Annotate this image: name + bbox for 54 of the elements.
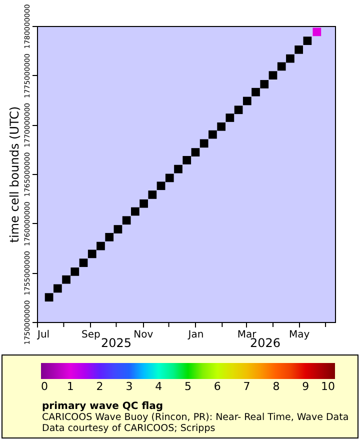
point	[286, 54, 294, 63]
x-tick-label: Jan	[187, 330, 204, 340]
point	[252, 88, 260, 96]
text: Data courtesy of CARICOOS; Scripps	[42, 423, 216, 434]
color-bar-label: 2	[96, 380, 104, 393]
point	[182, 156, 192, 164]
color-bar-label: 1	[66, 380, 74, 393]
x-tick-label: Nov	[134, 330, 154, 340]
color-bar-label: 10	[321, 380, 335, 393]
point	[79, 258, 88, 267]
point	[268, 71, 278, 80]
point	[242, 96, 252, 106]
point	[53, 284, 62, 293]
point	[303, 36, 312, 45]
y-axis-title: time cell bounds (UTC)	[8, 106, 22, 243]
point	[217, 122, 226, 131]
point	[226, 114, 234, 122]
x-tick-label: Jul	[36, 330, 50, 340]
text: 2025	[100, 336, 132, 350]
color-bar-label: 8	[272, 380, 280, 393]
x-tick-label: Sep	[81, 330, 100, 340]
point	[44, 293, 54, 302]
color-bar-label: 7	[243, 380, 250, 393]
point	[140, 199, 148, 208]
color-bar-label: 4	[155, 380, 162, 393]
point	[165, 174, 174, 182]
point	[96, 242, 105, 250]
point	[148, 190, 157, 199]
color-bar-label: 9	[302, 380, 310, 393]
color-bar-title: primary wave QC flag	[42, 401, 164, 412]
point	[156, 182, 166, 190]
point	[277, 62, 286, 71]
color-bar-label: 0	[41, 380, 48, 393]
point	[114, 225, 122, 234]
point	[174, 164, 182, 174]
text: CARICOOS Wave Buoy (Rincon, PR): Near- Real Time, Wave Data	[42, 412, 349, 423]
point	[105, 232, 114, 242]
point	[62, 275, 70, 284]
point	[70, 267, 80, 276]
point	[312, 28, 322, 36]
point	[88, 250, 96, 258]
point	[191, 148, 200, 156]
point	[234, 106, 243, 114]
point	[294, 45, 304, 54]
point	[122, 216, 131, 225]
point	[208, 130, 217, 139]
color-bar-label: 3	[126, 380, 133, 393]
point	[131, 207, 140, 216]
text: 2026	[250, 336, 281, 350]
color-bar-label: 5	[184, 380, 192, 393]
color-bar-label: 6	[214, 380, 221, 393]
point	[200, 139, 208, 148]
point	[260, 80, 269, 88]
x-tick-label: May	[288, 330, 310, 340]
